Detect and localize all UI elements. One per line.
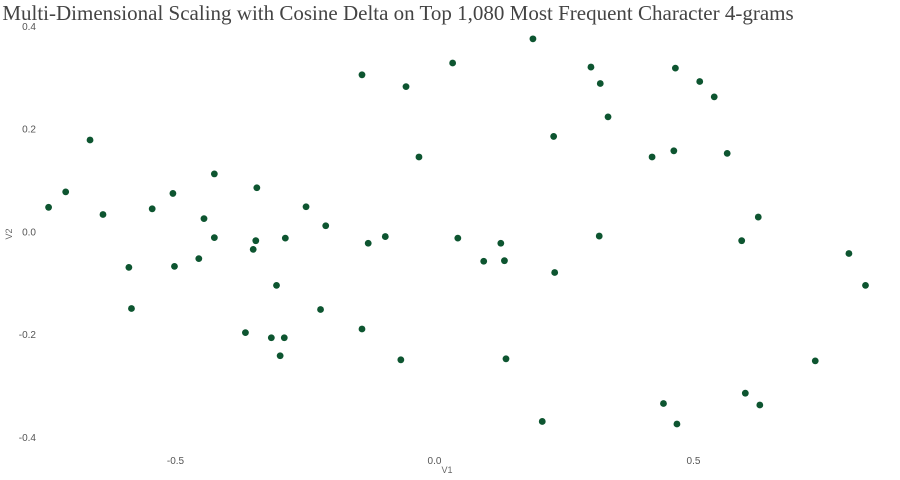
scatter-point <box>210 170 218 178</box>
scatter-point <box>249 246 257 253</box>
y-axis-ticks: 0.4 0.2 0.0 -0.2 -0.4 <box>19 22 37 444</box>
scatter-point <box>402 83 410 91</box>
x-tick-label: -0.5 <box>167 456 185 467</box>
scatter-point <box>86 136 94 144</box>
scatter-point <box>364 239 372 247</box>
data-points <box>45 35 869 428</box>
scatter-point <box>322 222 330 230</box>
scatter-point <box>200 215 208 222</box>
scatter-point <box>45 203 52 211</box>
x-tick-label: 0.0 <box>428 456 442 467</box>
scatter-point <box>358 325 366 333</box>
scatter-point <box>741 389 749 397</box>
scatter-point <box>276 352 284 360</box>
scatter-point <box>454 234 462 242</box>
scatter-point <box>449 59 457 67</box>
scatter-point <box>862 281 869 289</box>
scatter-point <box>845 250 853 257</box>
scatter-point <box>501 257 508 265</box>
scatter-point <box>723 149 731 157</box>
scatter-point <box>62 188 70 196</box>
scatter-point <box>595 232 603 240</box>
y-tick-label: -0.4 <box>19 433 37 444</box>
scatter-point <box>738 237 746 245</box>
chart-title: Multi-Dimensional Scaling with Cosine De… <box>2 1 793 25</box>
x-axis-ticks: -0.5 0.0 0.5 <box>167 456 701 467</box>
y-tick-label: 0.0 <box>22 227 36 238</box>
scatter-point <box>302 203 310 211</box>
scatter-point <box>538 418 546 425</box>
y-tick-label: 0.4 <box>22 22 36 33</box>
scatter-point <box>195 255 203 263</box>
scatter-point <box>253 184 261 192</box>
scatter-point <box>210 234 218 241</box>
scatter-point <box>169 190 177 197</box>
scatter-point <box>99 211 107 218</box>
scatter-point <box>604 113 612 121</box>
scatter-point <box>171 262 178 270</box>
scatter-point <box>128 305 135 312</box>
scatter-point <box>148 205 156 213</box>
scatter-point <box>415 153 423 161</box>
scatter-point <box>273 281 280 289</box>
scatter-point <box>252 237 260 245</box>
scatter-point <box>710 93 718 101</box>
scatter-point <box>671 64 679 72</box>
scatter-point <box>125 263 133 271</box>
y-axis-label: V2 <box>4 228 14 239</box>
scatter-point <box>497 239 505 247</box>
scatter-point <box>551 269 559 276</box>
scatter-point <box>648 153 656 161</box>
scatter-point <box>242 329 249 337</box>
scatter-point <box>397 356 405 364</box>
scatter-point <box>480 257 488 265</box>
scatter-point <box>596 80 604 87</box>
scatter-point <box>811 357 819 365</box>
x-axis-label: V1 <box>441 465 452 475</box>
scatter-point <box>550 133 558 140</box>
x-tick-label: 0.5 <box>687 456 701 467</box>
scatter-point <box>358 71 366 79</box>
scatter-point <box>673 420 681 428</box>
scatter-point <box>670 147 678 155</box>
scatter-point <box>502 355 510 363</box>
scatter-point <box>280 334 288 342</box>
scatter-point <box>587 63 595 71</box>
scatter-point <box>660 400 667 407</box>
y-tick-label: 0.2 <box>22 125 36 136</box>
scatter-point <box>317 306 324 313</box>
scatter-point <box>267 334 275 342</box>
scatter-point <box>754 213 762 221</box>
scatter-point <box>756 401 764 409</box>
scatter-point <box>696 78 704 85</box>
scatter-point <box>281 234 289 242</box>
scatter-point <box>529 35 537 43</box>
scatter-point <box>381 233 389 240</box>
y-tick-label: -0.2 <box>19 330 37 341</box>
